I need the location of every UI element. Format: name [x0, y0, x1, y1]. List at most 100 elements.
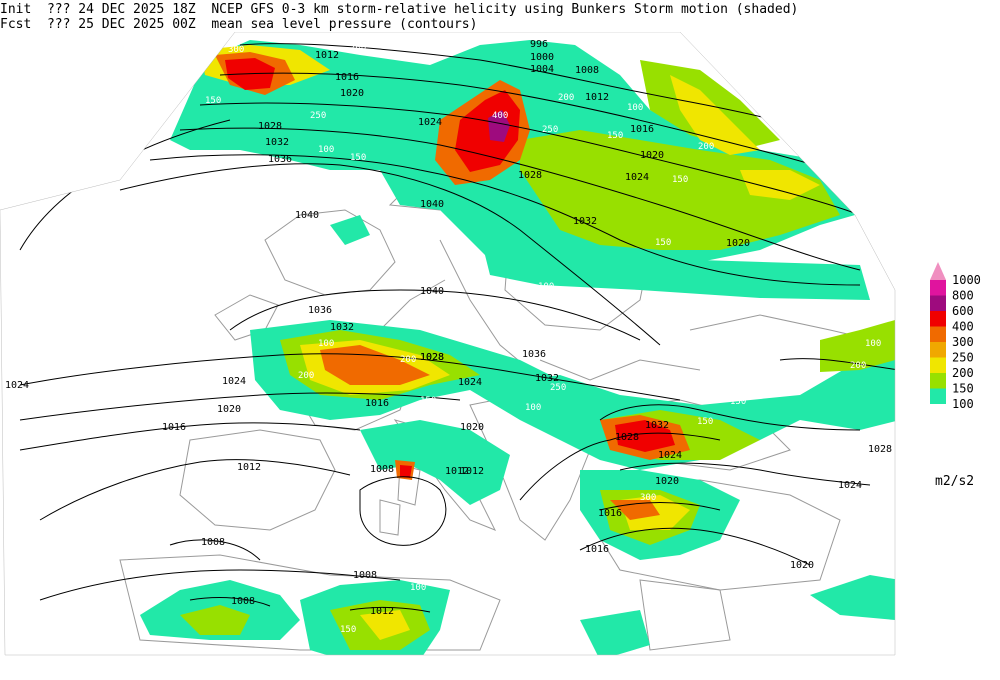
helicity-label: 100 — [865, 339, 881, 349]
helicity-label: 100 — [410, 583, 426, 593]
colorbar-label: 600 — [952, 304, 974, 318]
helicity-label: 250 — [310, 111, 326, 121]
init-line: Init ??? 24 DEC 2025 18Z NCEP GFS 0-3 km… — [0, 2, 798, 17]
isobar-label: 1028 — [615, 432, 639, 443]
helicity-label: 150 — [697, 417, 713, 427]
isobar-label: 1012 — [237, 462, 261, 473]
isobar-label: 1024 — [625, 172, 649, 183]
isobar-label: 1016 — [630, 124, 654, 135]
isobar-label: 1028 — [420, 352, 444, 363]
fcst-label: Fcst — [0, 17, 32, 32]
isobar-label: 1024 — [418, 117, 442, 128]
isobar-label: 1020 — [640, 150, 664, 161]
helicity-label: 100 — [318, 145, 334, 155]
isobar-label: 1020 — [655, 476, 679, 487]
isobar-label: 1008 — [201, 537, 225, 548]
isobar-label: 1032 — [330, 322, 354, 333]
colorbar-units: m2/s2 — [935, 474, 975, 489]
isobar-label: 1024 — [458, 377, 482, 388]
helicity-label: 300 — [640, 493, 656, 503]
isobar-label: 1008 — [231, 596, 255, 607]
helicity-label: 150 — [655, 238, 671, 248]
colorbar-label: 800 — [952, 289, 974, 303]
helicity-label: 200 — [380, 490, 396, 500]
helicity-label: 200 — [400, 355, 416, 365]
helicity-label: 150 — [607, 131, 623, 141]
colorbar-label: 300 — [952, 335, 974, 349]
isobar-label: 1008 — [575, 65, 599, 76]
colorbar-swatch — [930, 342, 946, 358]
helicity-label: 150 — [340, 625, 356, 635]
colorbar-swatch — [930, 326, 946, 342]
isobar-label: 1020 — [790, 560, 814, 571]
colorbar-swatch — [930, 357, 946, 373]
helicity-label: 400 — [492, 111, 508, 121]
helicity-label: 100 — [627, 103, 643, 113]
helicity-label: 200 — [558, 93, 574, 103]
helicity-shading-400 — [225, 58, 675, 478]
isobar-label: 1016 — [162, 422, 186, 433]
colorbar-swatch — [930, 295, 946, 311]
isobar-label: 1024 — [5, 380, 29, 391]
helicity-label: 200 — [350, 43, 366, 53]
colorbar-swatch — [930, 280, 946, 296]
isobar-label: 1004 — [530, 64, 554, 75]
isobar-label: 1040 — [420, 199, 444, 210]
map-domain-outline — [0, 32, 896, 656]
helicity-label: 200 — [298, 371, 314, 381]
helicity-label: 100 — [538, 282, 554, 292]
helicity-label: 200 — [698, 142, 714, 152]
isobar-label: 1028 — [258, 121, 282, 132]
helicity-label: 300 — [228, 45, 244, 55]
colorbar-arrow — [930, 262, 946, 280]
isobar-label: 1016 — [598, 508, 622, 519]
isobar-label: 1024 — [838, 480, 862, 491]
isobar-label: 1016 — [335, 72, 359, 83]
isobar-label: 1032 — [535, 373, 559, 384]
helicity-label: 250 — [542, 125, 558, 135]
helicity-label: 150 — [402, 320, 418, 330]
isobars — [19, 43, 895, 613]
isobar-label: 1028 — [420, 352, 444, 363]
isobar-label: 1020 — [340, 88, 364, 99]
helicity-shading-600 — [488, 110, 510, 142]
helicity-label: 150 — [350, 153, 366, 163]
colorbar-label: 150 — [952, 382, 974, 396]
isobar-label: 1008 — [353, 570, 377, 581]
helicity-label: 100 — [318, 339, 334, 349]
colorbar-label: 1000 — [952, 273, 981, 287]
helicity-label: 150 — [205, 96, 221, 106]
colorbar-label: 200 — [952, 366, 974, 380]
isobar-label: 1012 — [585, 92, 609, 103]
isobar-label: 1020 — [217, 404, 241, 415]
forecast-map: 996 1000 1004 1008 1012 1012 1016 1016 1… — [0, 32, 981, 656]
isobar-label: 1040 — [295, 210, 319, 221]
isobar-label: 1028 — [868, 444, 892, 455]
isobar-label: 1012 — [460, 466, 484, 477]
colorbar-swatch — [930, 373, 946, 389]
isobar-label: 1040 — [420, 286, 444, 297]
isobar-label: 1028 — [518, 170, 542, 181]
helicity-label: 150 — [672, 175, 688, 185]
isobar-label: 1020 — [726, 238, 750, 249]
isobar-label: 1012 — [370, 606, 394, 617]
helicity-label: 100 — [525, 403, 541, 413]
fcst-line: Fcst ??? 25 DEC 2025 00Z mean sea level … — [0, 17, 477, 32]
fcst-time: ??? 25 DEC 2025 00Z — [46, 17, 196, 32]
isobar-label: 1000 — [530, 52, 554, 63]
init-time: ??? 24 DEC 2025 18Z — [46, 2, 196, 17]
isobar-label: 1024 — [222, 376, 246, 387]
isobar-label: 1016 — [365, 398, 389, 409]
isobar-label: 1008 — [370, 464, 394, 475]
colorbar-label: 250 — [952, 351, 974, 365]
helicity-labels: 300 200 250 150 100 200 400 250 150 100 … — [205, 43, 881, 635]
colorbar-swatch — [930, 388, 946, 404]
isobar-label: 1036 — [522, 349, 546, 360]
init-label: Init — [0, 2, 32, 17]
isobar-label: 1024 — [658, 450, 682, 461]
isobar-labels: 996 1000 1004 1008 1012 1012 1016 1016 1… — [5, 39, 892, 617]
isobar-label: 1032 — [645, 420, 669, 431]
isobar-label: 1020 — [460, 422, 484, 433]
helicity-label: 150 — [420, 396, 436, 406]
